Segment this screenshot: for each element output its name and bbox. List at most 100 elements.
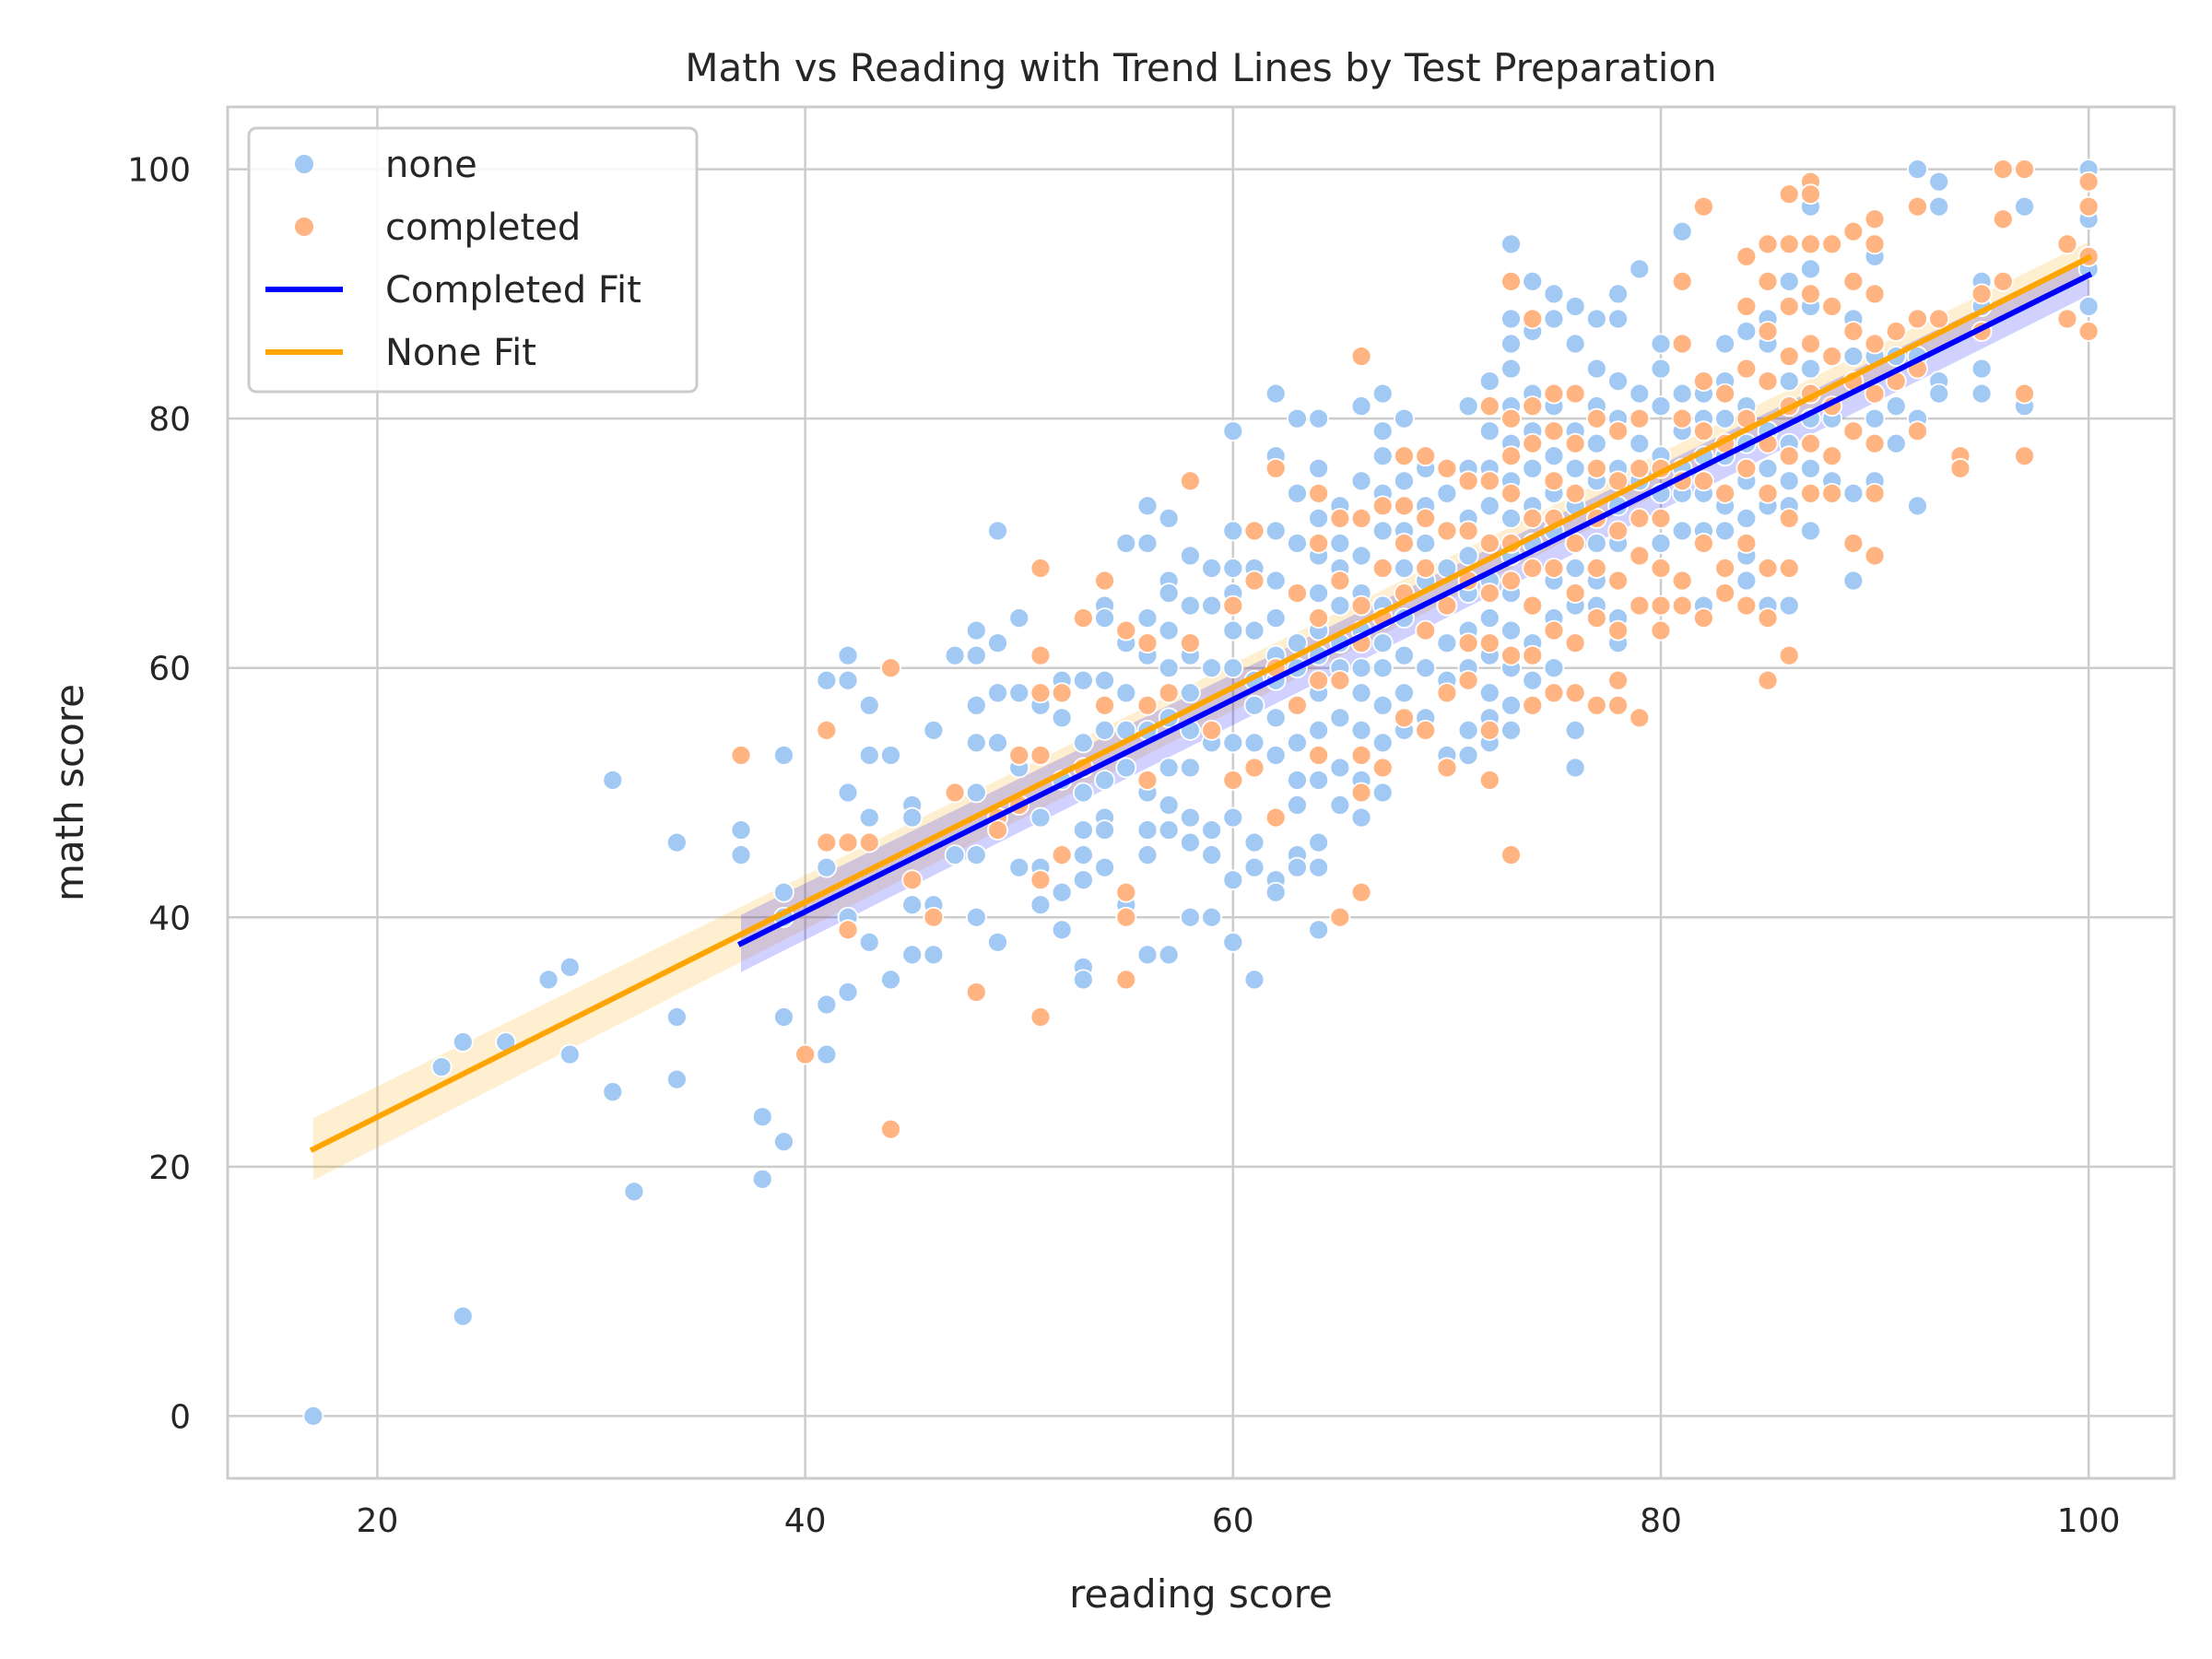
- point-none: [1500, 308, 1522, 330]
- point-none: [1350, 545, 1372, 567]
- point-completed: [1030, 869, 1052, 891]
- point-none: [1564, 558, 1586, 579]
- point-none: [1136, 495, 1159, 517]
- point-none: [1179, 545, 1201, 567]
- point-none: [1500, 508, 1522, 529]
- point-none: [1478, 420, 1500, 442]
- point-none: [1415, 657, 1437, 679]
- point-none: [559, 956, 581, 978]
- point-none: [1478, 495, 1500, 517]
- point-none: [1072, 819, 1094, 841]
- point-none: [1928, 382, 1950, 405]
- point-none: [1543, 657, 1565, 679]
- point-completed: [1500, 844, 1522, 866]
- point-none: [1371, 694, 1394, 716]
- point-none: [1094, 819, 1115, 841]
- point-completed: [1308, 482, 1330, 504]
- point-none: [1457, 395, 1479, 418]
- point-none: [944, 844, 966, 866]
- point-completed: [1179, 470, 1201, 492]
- y-tick-label: 20: [148, 1149, 191, 1187]
- point-none: [1478, 371, 1500, 393]
- point-completed: [1500, 482, 1522, 504]
- point-completed: [1992, 159, 2014, 181]
- point-none: [1800, 457, 1821, 479]
- point-completed: [1800, 183, 1821, 206]
- point-none: [965, 644, 987, 666]
- point-none: [1650, 533, 1672, 554]
- point-none: [1585, 432, 1607, 454]
- point-completed: [1329, 669, 1351, 691]
- y-tick-label: 40: [148, 900, 191, 937]
- point-none: [837, 982, 859, 1003]
- point-none: [1436, 632, 1458, 654]
- point-none: [302, 1405, 324, 1427]
- point-completed: [1308, 669, 1330, 691]
- point-none: [1072, 844, 1094, 866]
- point-completed: [1671, 333, 1693, 355]
- legend-label-completed: completed: [385, 206, 581, 249]
- point-none: [1543, 308, 1565, 330]
- point-completed: [1800, 283, 1821, 305]
- point-none: [1543, 283, 1565, 305]
- point-none: [1201, 594, 1223, 617]
- point-none: [1394, 407, 1415, 429]
- point-none: [1222, 657, 1244, 679]
- point-completed: [1051, 844, 1073, 866]
- point-none: [1158, 508, 1180, 529]
- point-completed: [1564, 533, 1586, 554]
- point-completed: [1222, 770, 1244, 791]
- point-none: [1094, 719, 1115, 741]
- point-none: [1287, 407, 1308, 429]
- point-none: [837, 644, 859, 666]
- point-completed: [1287, 582, 1308, 604]
- point-none: [430, 1056, 453, 1077]
- point-none: [1179, 682, 1201, 704]
- point-completed: [1478, 719, 1500, 741]
- point-completed: [1543, 682, 1565, 704]
- point-none: [1115, 682, 1137, 704]
- point-completed: [1350, 745, 1372, 766]
- point-completed: [1436, 682, 1458, 704]
- point-none: [1287, 533, 1308, 554]
- point-none: [1500, 358, 1522, 380]
- point-completed: [1136, 632, 1159, 654]
- point-none: [1457, 719, 1479, 741]
- point-completed: [1650, 558, 1672, 579]
- point-none: [1030, 806, 1052, 829]
- point-completed: [1607, 619, 1629, 641]
- point-none: [1243, 856, 1265, 878]
- point-none: [1308, 457, 1330, 479]
- point-none: [602, 1081, 624, 1103]
- point-none: [1671, 382, 1693, 405]
- point-none: [1500, 694, 1522, 716]
- point-completed: [1778, 183, 1800, 206]
- point-completed: [1436, 757, 1458, 779]
- point-none: [1308, 831, 1330, 853]
- legend: none completed Completed Fit None Fit: [247, 126, 699, 394]
- point-completed: [1522, 508, 1544, 529]
- point-completed: [1564, 432, 1586, 454]
- point-none: [1287, 794, 1308, 816]
- point-none: [1394, 682, 1415, 704]
- point-none: [816, 856, 838, 878]
- point-completed: [1243, 570, 1265, 592]
- point-completed: [1115, 881, 1137, 903]
- point-none: [1072, 782, 1094, 804]
- point-completed: [1864, 208, 1886, 230]
- point-completed: [1543, 420, 1565, 442]
- point-completed: [1522, 694, 1544, 716]
- point-none: [1928, 195, 1950, 218]
- point-completed: [1864, 432, 1886, 454]
- point-none: [1243, 831, 1265, 853]
- point-completed: [1350, 881, 1372, 903]
- point-completed: [1778, 233, 1800, 255]
- point-completed: [1671, 407, 1693, 429]
- point-completed: [1564, 582, 1586, 604]
- point-none: [1778, 470, 1800, 492]
- point-completed: [1757, 270, 1779, 292]
- point-completed: [1522, 594, 1544, 617]
- point-none: [1158, 582, 1180, 604]
- point-none: [1371, 520, 1394, 542]
- legend-marker-completed: [293, 216, 315, 238]
